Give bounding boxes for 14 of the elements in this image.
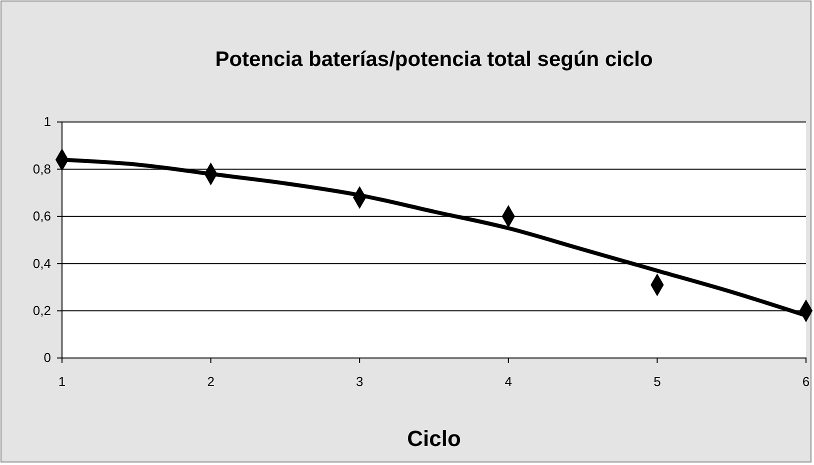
y-tick-label: 1: [44, 114, 51, 130]
x-tick-label: 6: [802, 374, 810, 390]
y-tick-label: 0,4: [32, 256, 51, 271]
x-axis-title: Ciclo: [407, 426, 461, 451]
y-tick-label: 0,8: [32, 161, 51, 176]
y-tick-label: 0: [44, 350, 51, 366]
y-tick-label: 0,2: [32, 302, 51, 318]
y-tick-label: 0,6: [32, 208, 51, 224]
x-tick-label: 3: [356, 374, 364, 390]
x-tick-label: 2: [207, 374, 214, 390]
x-tick-label: 5: [654, 374, 661, 390]
x-tick-label: 1: [58, 374, 66, 390]
x-tick-label: 4: [504, 374, 512, 390]
chart-title: Potencia baterías/potencia total según ciclo: [215, 48, 653, 71]
